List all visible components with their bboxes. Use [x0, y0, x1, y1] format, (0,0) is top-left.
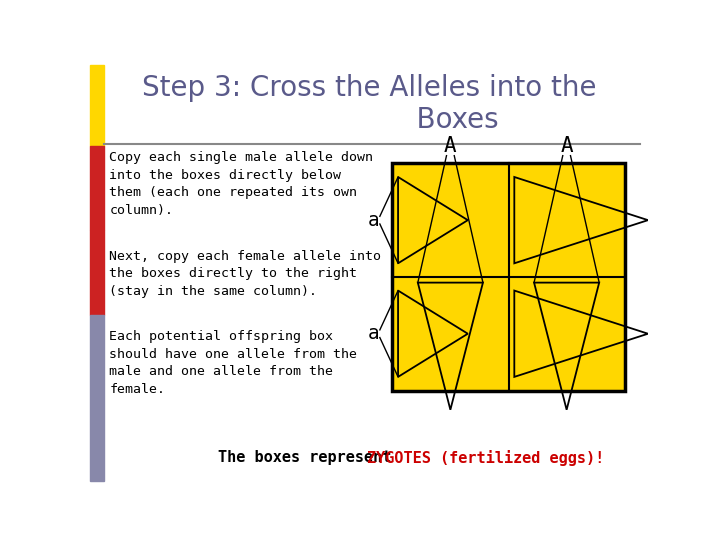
- Bar: [392, 164, 625, 390]
- Text: a: a: [568, 211, 580, 229]
- Text: a: a: [368, 211, 380, 229]
- Text: Copy each single male allele down
into the boxes directly below
them (each one r: Copy each single male allele down into t…: [109, 151, 374, 217]
- Text: a: a: [368, 324, 380, 343]
- Text: ZYGOTES (fertilized eggs)!: ZYGOTES (fertilized eggs)!: [367, 449, 605, 465]
- Text: A: A: [438, 324, 449, 343]
- Text: Each potential offspring box
should have one allele from the
male and one allele: Each potential offspring box should have…: [109, 330, 357, 396]
- Text: a: a: [568, 324, 580, 343]
- Bar: [90, 146, 104, 231]
- Text: Next, copy each female allele into
the boxes directly to the right
(stay in the : Next, copy each female allele into the b…: [109, 249, 382, 298]
- Text: A: A: [554, 211, 565, 229]
- Text: A: A: [560, 136, 573, 156]
- Text: A: A: [438, 211, 449, 229]
- Text: A: A: [554, 324, 565, 343]
- Text: a: a: [451, 324, 463, 343]
- Text: a: a: [451, 211, 463, 229]
- Bar: [392, 164, 625, 390]
- Text: The boxes represent: The boxes represent: [218, 450, 400, 465]
- Bar: [90, 65, 104, 146]
- Bar: [90, 315, 104, 481]
- Text: A: A: [444, 136, 456, 156]
- Bar: [90, 231, 104, 315]
- Text: Step 3: Cross the Alleles into the
                    Boxes: Step 3: Cross the Alleles into the Boxes: [142, 74, 596, 134]
